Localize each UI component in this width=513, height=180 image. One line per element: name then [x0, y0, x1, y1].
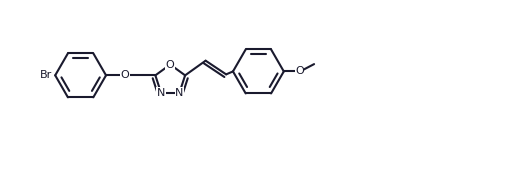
- Text: Br: Br: [40, 70, 52, 80]
- Text: O: O: [120, 70, 129, 80]
- Text: N: N: [175, 88, 184, 98]
- Text: N: N: [157, 88, 165, 98]
- Text: O: O: [166, 60, 174, 69]
- Text: O: O: [295, 66, 304, 76]
